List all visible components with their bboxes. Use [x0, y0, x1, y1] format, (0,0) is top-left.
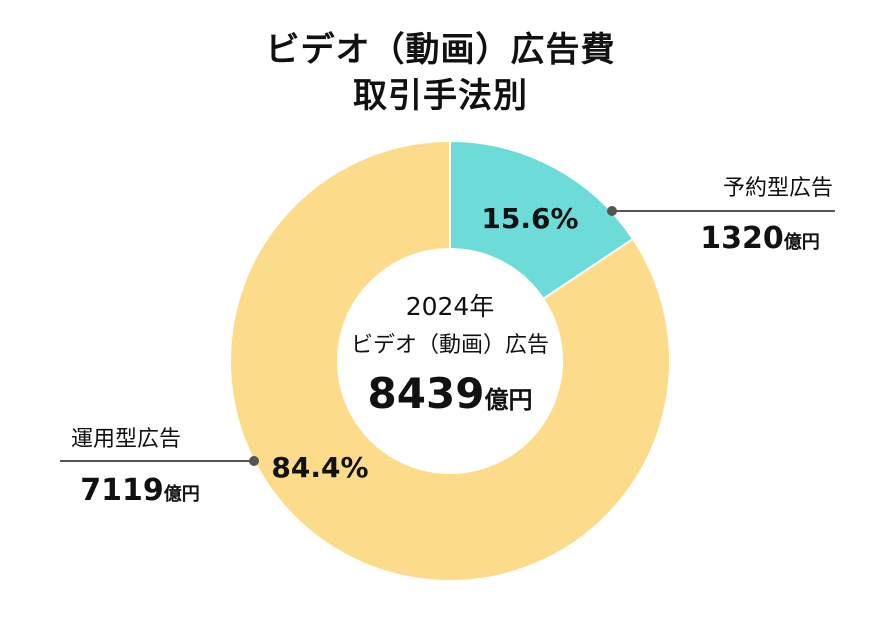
chart-title-line2: 取引手法別 [353, 76, 528, 116]
annotation-reserved-unit: 億円 [784, 231, 820, 253]
slice-label-reserved-percent: 15.6% [481, 202, 578, 235]
annotation-programmatic-unit: 億円 [164, 483, 200, 505]
annotation-reserved-amount: 1320億円 [700, 221, 820, 256]
annotation-programmatic-name: 運用型広告 [71, 427, 181, 452]
annotation-reserved-value: 1320 [700, 221, 784, 256]
center-year: 2024年 [406, 292, 495, 321]
center-total: 8439億円 [368, 369, 533, 418]
chart-title-line1: ビデオ（動画）広告費 [265, 30, 616, 70]
leader-dot-programmatic [249, 456, 259, 466]
center-subtitle: ビデオ（動画）広告 [351, 333, 549, 358]
center-total-unit: 億円 [484, 386, 532, 414]
donut-slice-reserved [449, 139, 635, 301]
center-total-value: 8439 [368, 369, 485, 418]
leader-dot-reserved [607, 206, 617, 216]
annotation-reserved-name: 予約型広告 [723, 176, 833, 201]
annotation-programmatic-amount: 7119億円 [80, 473, 200, 508]
annotation-programmatic-value: 7119 [80, 473, 164, 508]
donut-slice-programmatic [229, 139, 671, 582]
donut-slices [229, 139, 671, 582]
slice-label-programmatic-percent: 84.4% [271, 451, 368, 484]
